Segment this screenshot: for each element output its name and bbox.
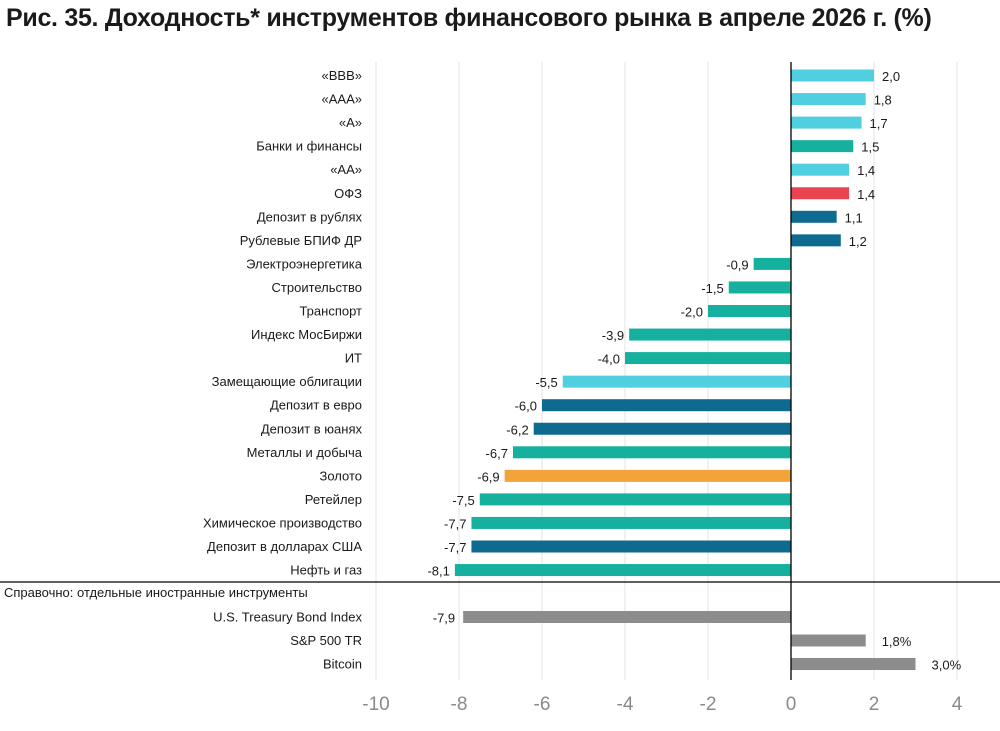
category-label: Депозит в рублях xyxy=(257,209,363,224)
reference-note: Справочно: отдельные иностранные инструм… xyxy=(4,585,308,600)
data-label: -4,0 xyxy=(598,352,620,367)
data-label: -7,7 xyxy=(444,516,466,531)
category-label: S&P 500 TR xyxy=(290,633,362,648)
data-label: 1,5 xyxy=(861,140,879,155)
category-label: Банки и финансы xyxy=(256,139,362,154)
bar xyxy=(454,564,791,577)
category-label: «BBB» xyxy=(322,68,362,83)
category-label: Металлы и добыча xyxy=(247,445,363,460)
bar xyxy=(791,658,916,670)
bar xyxy=(791,140,854,153)
bar xyxy=(504,469,791,482)
x-tick-label: -4 xyxy=(617,694,634,715)
data-label: 2,0 xyxy=(882,69,900,84)
data-label: 1,8% xyxy=(882,634,912,649)
data-label: -0,9 xyxy=(726,257,748,272)
x-tick-label: 4 xyxy=(952,694,963,715)
x-tick-label: -2 xyxy=(700,694,717,715)
category-label: Электроэнергетика xyxy=(246,256,363,271)
category-label: U.S. Treasury Bond Index xyxy=(213,610,362,625)
category-label: Депозит в долларах США xyxy=(207,539,362,554)
data-label: 1,7 xyxy=(870,116,888,131)
category-label: Индекс МосБиржи xyxy=(251,327,362,342)
data-label: 3,0% xyxy=(932,658,962,673)
category-label: «A» xyxy=(339,115,362,130)
category-label: «AA» xyxy=(330,162,362,177)
category-label: ОФЗ xyxy=(334,186,362,201)
x-tick-label: -10 xyxy=(362,694,389,715)
category-label: Замещающие облигации xyxy=(212,374,362,389)
bar xyxy=(625,352,791,365)
bar xyxy=(512,446,791,459)
data-label: 1,1 xyxy=(845,210,863,225)
x-tick-label: 0 xyxy=(786,694,797,715)
category-label: Bitcoin xyxy=(323,657,362,672)
data-label: -7,7 xyxy=(444,540,466,555)
category-label: Транспорт xyxy=(299,304,362,319)
data-label: -3,9 xyxy=(602,328,624,343)
chart-title: Рис. 35. Доходность* инструментов финанс… xyxy=(6,4,932,32)
bar xyxy=(791,69,874,82)
x-tick-label: -8 xyxy=(451,694,468,715)
bar xyxy=(791,234,841,247)
bar xyxy=(791,187,850,200)
bar xyxy=(471,516,791,529)
data-label: -7,9 xyxy=(433,611,455,626)
data-label: 1,8 xyxy=(874,93,892,108)
data-label: -5,5 xyxy=(535,375,557,390)
bar xyxy=(533,422,791,435)
data-label: 1,4 xyxy=(857,187,875,202)
category-label: Нефть и газ xyxy=(290,563,362,578)
bar xyxy=(728,281,791,294)
data-label: 1,2 xyxy=(849,234,867,249)
bar xyxy=(791,163,850,176)
data-label: -6,7 xyxy=(486,446,508,461)
category-label: Золото xyxy=(319,468,362,483)
data-label: -7,5 xyxy=(452,493,474,508)
bar xyxy=(791,634,866,647)
bar xyxy=(753,257,791,270)
category-label: Строительство xyxy=(272,280,362,295)
x-tick-label: -6 xyxy=(534,694,551,715)
category-label: Химическое производство xyxy=(203,515,362,530)
data-label: -6,0 xyxy=(515,399,537,414)
data-label: 1,4 xyxy=(857,163,875,178)
bar xyxy=(479,493,791,506)
bar xyxy=(629,328,791,341)
bar xyxy=(791,116,862,129)
category-label: Рублевые БПИФ ДР xyxy=(240,233,362,248)
bar xyxy=(791,210,837,223)
data-label: -1,5 xyxy=(701,281,723,296)
x-tick-label: 2 xyxy=(869,694,880,715)
category-label: ИТ xyxy=(345,351,362,366)
bar xyxy=(463,611,791,623)
category-label: «AAA» xyxy=(322,92,362,107)
bar xyxy=(542,399,791,412)
data-label: -6,2 xyxy=(506,422,528,437)
data-label: -6,9 xyxy=(477,469,499,484)
category-label: Депозит в юанях xyxy=(261,421,363,436)
category-label: Ретейлер xyxy=(305,492,362,507)
category-label: Депозит в евро xyxy=(270,398,362,413)
bar xyxy=(471,540,791,553)
data-label: -8,1 xyxy=(427,564,449,579)
bar xyxy=(791,93,866,106)
bar xyxy=(562,375,791,388)
bar xyxy=(708,305,791,317)
data-label: -2,0 xyxy=(681,305,703,320)
